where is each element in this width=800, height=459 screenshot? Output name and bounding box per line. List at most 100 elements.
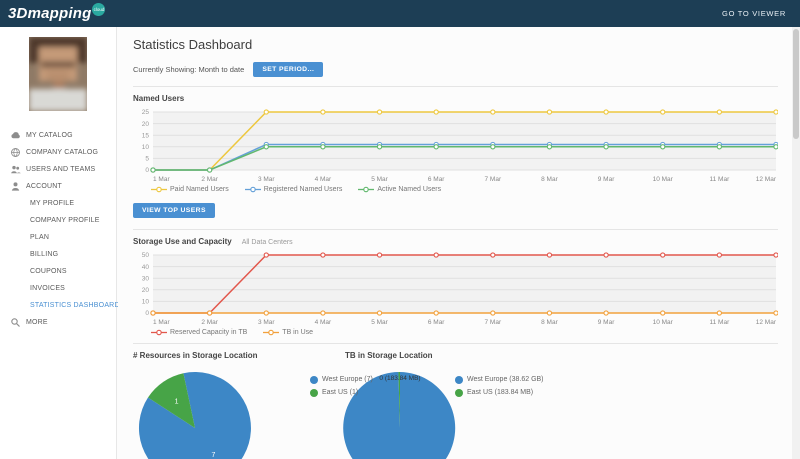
- sidebar-item-label: COMPANY PROFILE: [30, 217, 100, 224]
- svg-text:1 Mar: 1 Mar: [153, 319, 170, 326]
- legend-item: TB in Use: [263, 329, 313, 336]
- svg-text:1 Mar: 1 Mar: [153, 176, 170, 183]
- sidebar-item-users-and-teams[interactable]: USERS AND TEAMS: [0, 161, 116, 178]
- period-label: Currently Showing: Month to date: [133, 65, 245, 74]
- tb-pie-legend: West Europe (38.62 GB) East US (183.84 MB…: [455, 373, 544, 399]
- avatar[interactable]: [0, 37, 116, 111]
- svg-text:15: 15: [142, 132, 150, 139]
- named-users-section: Named Users 0 5 10 15 20 25 1 Mar 2 Mar 3 Mar 4 M…: [133, 94, 779, 222]
- scrollbar-thumb[interactable]: [793, 29, 799, 139]
- svg-text:11 Mar: 11 Mar: [709, 319, 730, 326]
- svg-text:5: 5: [145, 156, 149, 163]
- cloud-icon: [10, 130, 21, 141]
- legend-item: Registered Named Users: [244, 186, 342, 193]
- cloud-badge-icon: cloud: [92, 3, 106, 16]
- globe-icon: [10, 147, 21, 158]
- sidebar-item-label: MY PROFILE: [30, 200, 75, 207]
- legend-item: East US (1): [310, 386, 373, 399]
- sidebar-item-statistics-dashboard[interactable]: STATISTICS DASHBOARD: [0, 297, 120, 314]
- page-title: Statistics Dashboard: [133, 37, 253, 52]
- sidebar-item-label: BILLING: [30, 251, 59, 258]
- svg-text:3 Mar: 3 Mar: [258, 176, 275, 183]
- sidebar-nav: MY CATALOG COMPANY CATALOG USERS AND TEAMS…: [0, 127, 120, 331]
- sidebar-item-my-profile[interactable]: MY PROFILE: [0, 195, 116, 212]
- tb-pie-title: TB in Storage Location: [345, 351, 433, 360]
- svg-text:0: 0: [145, 310, 149, 317]
- storage-legend: Reserved Capacity in TB TB in Use: [151, 329, 778, 336]
- svg-text:10 Mar: 10 Mar: [653, 176, 674, 183]
- storage-subtitle: All Data Centers: [241, 239, 293, 246]
- logo-text: 3Dmapping: [8, 5, 92, 22]
- legend-item: West Europe (38.62 GB): [455, 373, 544, 386]
- svg-text:12 Mar: 12 Mar: [756, 319, 777, 326]
- sidebar-item-label: INVOICES: [30, 285, 66, 292]
- divider: [133, 86, 778, 87]
- legend-item: Paid Named Users: [151, 186, 229, 193]
- pies-section: # Resources in Storage Location TB in St…: [133, 351, 778, 459]
- svg-text:25: 25: [142, 109, 150, 116]
- legend-item: East US (183.84 MB): [455, 386, 544, 399]
- go-to-viewer-link[interactable]: GO TO VIEWER: [722, 9, 786, 18]
- view-top-users-button[interactable]: VIEW TOP USERS: [133, 203, 215, 218]
- svg-text:4 Mar: 4 Mar: [315, 176, 332, 183]
- svg-text:10 Mar: 10 Mar: [653, 319, 674, 326]
- svg-text:2 Mar: 2 Mar: [201, 319, 218, 326]
- storage-chart: 0 10 20 30 40 50 1 Mar 2 Mar 3 Mar 4 Mar 5 Mar 6 Ma…: [133, 250, 779, 328]
- svg-text:6 Mar: 6 Mar: [428, 319, 445, 326]
- storage-section: Storage Use and Capacity All Data Centers…: [133, 237, 779, 336]
- sidebar-item-label: MY CATALOG: [26, 132, 73, 139]
- sidebar-item-label: PLAN: [30, 234, 50, 241]
- tb-pie-chart: 0 (183.84 MB): [340, 364, 462, 459]
- set-period-button[interactable]: SET PERIOD...: [253, 62, 324, 77]
- sidebar-item-coupons[interactable]: COUPONS: [0, 263, 116, 280]
- svg-text:0: 0: [145, 167, 149, 174]
- sidebar-item-label: STATISTICS DASHBOARD: [30, 302, 120, 309]
- sidebar-item-more[interactable]: MORE: [0, 314, 116, 331]
- svg-text:3 Mar: 3 Mar: [258, 319, 275, 326]
- sidebar-item-account[interactable]: ACCOUNT: [0, 178, 116, 195]
- sidebar-item-company-profile[interactable]: COMPANY PROFILE: [0, 212, 116, 229]
- app-logo[interactable]: 3Dmapping cloud: [8, 3, 106, 22]
- svg-text:7 Mar: 7 Mar: [485, 319, 502, 326]
- divider: [133, 343, 778, 344]
- sidebar-item-label: COMPANY CATALOG: [26, 149, 99, 156]
- sidebar-item-invoices[interactable]: INVOICES: [0, 280, 116, 297]
- named-users-title: Named Users: [133, 94, 185, 103]
- named-users-chart: 0 5 10 15 20 25 1 Mar 2 Mar 3 Mar 4 Mar 5 Mar 6 Mar…: [133, 107, 779, 185]
- sidebar-item-billing[interactable]: BILLING: [0, 246, 116, 263]
- svg-text:20: 20: [142, 287, 150, 294]
- svg-text:1: 1: [175, 399, 179, 406]
- person-icon: [10, 181, 21, 192]
- named-users-legend: Paid Named Users Registered Named Users Ac…: [151, 186, 778, 193]
- main-content: Statistics Dashboard Currently Showing: …: [118, 27, 792, 459]
- search-icon: [10, 317, 21, 328]
- period-row: Currently Showing: Month to date SET PER…: [133, 62, 778, 77]
- svg-text:20: 20: [142, 121, 150, 128]
- svg-text:40: 40: [142, 264, 150, 271]
- svg-text:4 Mar: 4 Mar: [315, 319, 332, 326]
- top-bar: 3Dmapping cloud GO TO VIEWER: [0, 0, 800, 27]
- sidebar-item-plan[interactable]: PLAN: [0, 229, 116, 246]
- svg-text:2 Mar: 2 Mar: [201, 176, 218, 183]
- svg-text:0 (183.84 MB): 0 (183.84 MB): [379, 375, 420, 382]
- sidebar-item-my-catalog[interactable]: MY CATALOG: [0, 127, 116, 144]
- svg-text:8 Mar: 8 Mar: [541, 319, 558, 326]
- svg-text:10: 10: [142, 144, 150, 151]
- svg-text:7: 7: [211, 452, 215, 459]
- svg-text:10: 10: [142, 299, 150, 306]
- sidebar-item-label: COUPONS: [30, 268, 67, 275]
- legend-item: Reserved Capacity in TB: [151, 329, 247, 336]
- scrollbar[interactable]: [792, 27, 800, 459]
- users-icon: [10, 164, 21, 175]
- storage-title: Storage Use and Capacity All Data Centers: [133, 237, 293, 246]
- sidebar-item-company-catalog[interactable]: COMPANY CATALOG: [0, 144, 116, 161]
- svg-text:7 Mar: 7 Mar: [485, 176, 502, 183]
- svg-text:9 Mar: 9 Mar: [598, 176, 615, 183]
- resources-pie-title: # Resources in Storage Location: [133, 351, 258, 360]
- avatar-image: [29, 37, 87, 111]
- svg-text:5 Mar: 5 Mar: [371, 319, 388, 326]
- legend-item: Active Named Users: [358, 186, 441, 193]
- svg-text:50: 50: [142, 252, 150, 259]
